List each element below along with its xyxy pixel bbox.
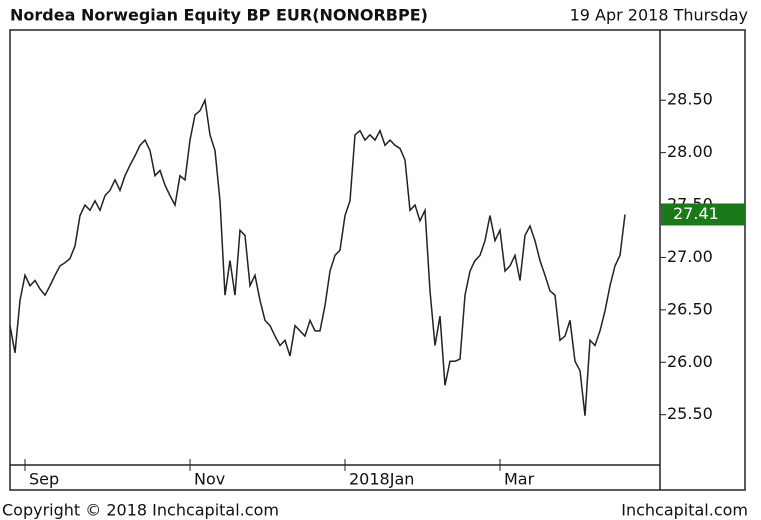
last-value-box <box>661 203 745 226</box>
y-tick-label: 26.00 <box>667 352 713 371</box>
footer-left: Copyright © 2018 Inchcapital.com <box>2 501 279 520</box>
x-tick-label: Sep <box>29 470 59 489</box>
y-tick-label: 28.50 <box>667 90 713 109</box>
chart-title: Nordea Norwegian Equity BP EUR(NONORBPE) <box>10 6 428 25</box>
last-value-label: 27.41 <box>673 204 719 223</box>
price-line <box>9 97 626 416</box>
y-tick-label: 27.00 <box>667 247 713 266</box>
y-tick-label: 26.50 <box>667 299 713 318</box>
footer-right: Inchcapital.com <box>621 501 748 520</box>
x-tick-label: Nov <box>194 470 225 489</box>
frame <box>9 29 746 491</box>
x-tick-label: 2018Jan <box>349 470 414 489</box>
chart-date: 19 Apr 2018 Thursday <box>570 6 748 25</box>
y-tick-label: 25.50 <box>667 404 713 423</box>
y-tick-label: 28.00 <box>667 142 713 161</box>
x-tick-label: Mar <box>504 470 535 489</box>
